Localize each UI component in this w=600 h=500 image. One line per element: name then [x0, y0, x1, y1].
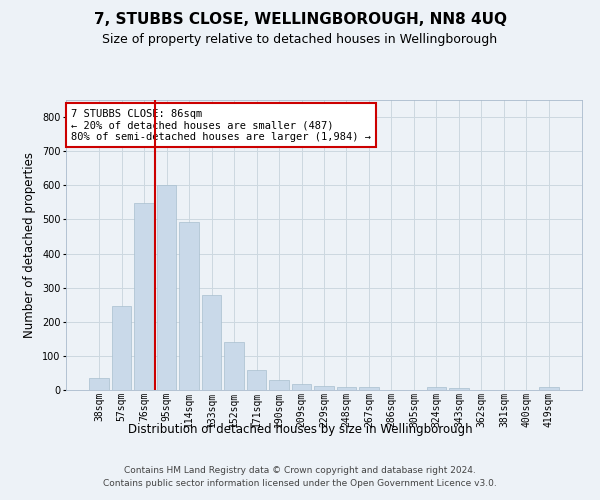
Text: Contains HM Land Registry data © Crown copyright and database right 2024.
Contai: Contains HM Land Registry data © Crown c… — [103, 466, 497, 487]
Bar — [112, 306, 131, 390]
Bar — [427, 388, 446, 390]
Bar — [89, 378, 109, 390]
Bar — [337, 387, 356, 390]
Text: 7, STUBBS CLOSE, WELLINGBOROUGH, NN8 4UQ: 7, STUBBS CLOSE, WELLINGBOROUGH, NN8 4UQ — [94, 12, 506, 28]
Text: Size of property relative to detached houses in Wellingborough: Size of property relative to detached ho… — [103, 32, 497, 46]
Bar — [269, 380, 289, 390]
Bar — [449, 388, 469, 390]
Text: Distribution of detached houses by size in Wellingborough: Distribution of detached houses by size … — [128, 422, 472, 436]
Bar — [359, 388, 379, 390]
Bar — [247, 370, 266, 390]
Bar — [539, 387, 559, 390]
Bar — [202, 296, 221, 390]
Y-axis label: Number of detached properties: Number of detached properties — [23, 152, 37, 338]
Bar — [224, 342, 244, 390]
Bar — [179, 222, 199, 390]
Bar — [314, 386, 334, 390]
Text: 7 STUBBS CLOSE: 86sqm
← 20% of detached houses are smaller (487)
80% of semi-det: 7 STUBBS CLOSE: 86sqm ← 20% of detached … — [71, 108, 371, 142]
Bar — [157, 185, 176, 390]
Bar — [134, 204, 154, 390]
Bar — [292, 384, 311, 390]
